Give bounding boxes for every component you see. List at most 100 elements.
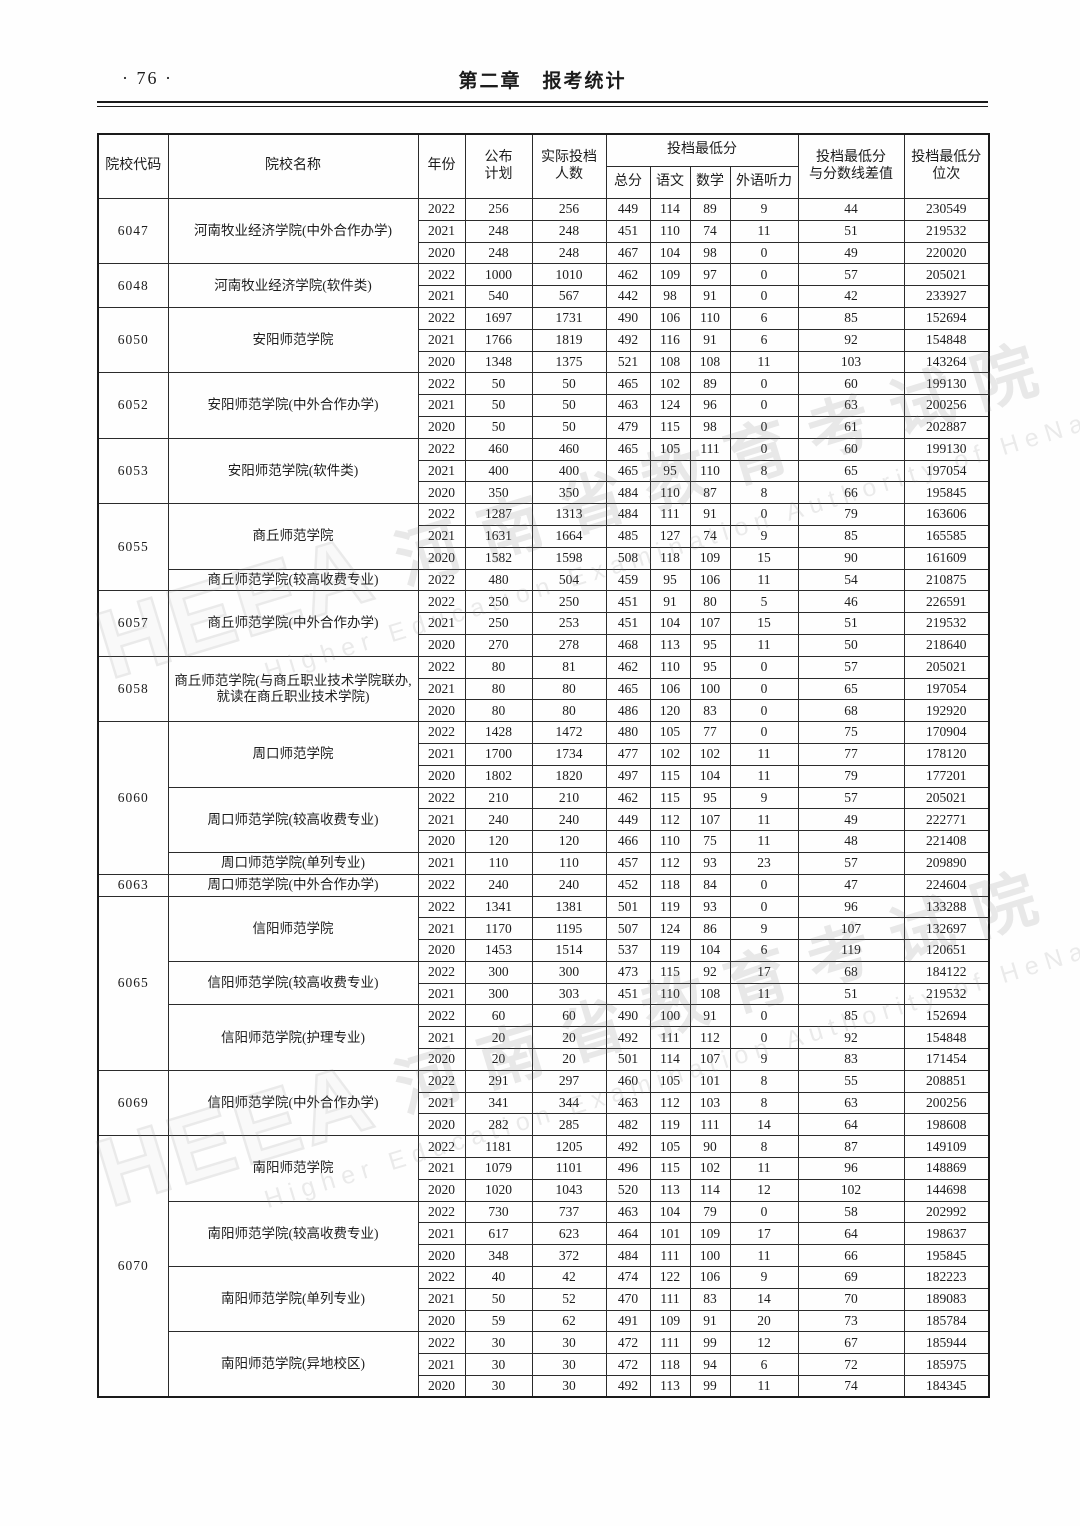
- cell-chinese: 113: [649, 1178, 691, 1202]
- cell-diff: 70: [797, 1287, 905, 1311]
- cell-college-name: 信阳师范学院: [167, 895, 419, 962]
- cell-actual: 120: [531, 830, 607, 853]
- cell-actual: 1205: [531, 1135, 607, 1159]
- table-row: 信阳师范学院(护理专业) 2022 60 60 490 100 91 0 85 152694: [98, 1004, 990, 1071]
- cell-rank: 154848: [903, 1026, 990, 1050]
- cell-diff: 87: [797, 1135, 905, 1159]
- cell-actual: 210: [531, 786, 607, 810]
- table-body: 6047 河南牧业经济学院(中外合作办学) 2022 256 256 449 114 89 9 4…: [97, 197, 990, 1398]
- cell-college-code: 6058: [97, 655, 169, 723]
- cell-total-score: 463: [605, 1091, 651, 1115]
- cell-diff: 65: [797, 459, 905, 483]
- cell-year: 2020: [417, 1375, 466, 1398]
- admission-stats-table: 院校代码 院校名称 年份 公布 计划 实际投档 人数 投档最低分 投档最低分 与…: [97, 133, 990, 1399]
- cell-plan: 60: [464, 1004, 533, 1028]
- cell-rank: 202992: [903, 1200, 990, 1224]
- cell-plan: 59: [464, 1309, 533, 1333]
- cell-listening: 0: [729, 415, 799, 439]
- cell-actual: 60: [531, 1004, 607, 1028]
- cell-diff: 51: [797, 982, 905, 1006]
- cell-rank: 233927: [903, 285, 990, 308]
- cell-diff: 58: [797, 1200, 905, 1224]
- cell-rank: 209890: [903, 851, 990, 875]
- cell-plan: 1000: [464, 263, 533, 287]
- cell-total-score: 537: [605, 939, 651, 962]
- cell-year: 2020: [417, 939, 466, 962]
- cell-math: 77: [689, 721, 731, 744]
- cell-plan: 480: [464, 568, 533, 592]
- cell-diff: 68: [797, 699, 905, 723]
- cell-math: 92: [689, 960, 731, 984]
- cell-listening: 15: [729, 546, 799, 570]
- cell-diff: 103: [797, 350, 905, 374]
- cell-rank: 161609: [903, 546, 990, 570]
- cell-rank: 163606: [903, 503, 990, 526]
- table-row: 6063 周口师范学院(中外合作办学) 2022 240 240 452 118 84 0 47 2…: [97, 873, 990, 897]
- cell-college-name: 信阳师范学院(中外合作办学): [167, 1069, 419, 1137]
- cell-listening: 11: [729, 830, 799, 853]
- cell-plan: 730: [464, 1200, 533, 1224]
- cell-math: 95: [689, 655, 731, 679]
- cell-plan: 460: [464, 437, 533, 461]
- cell-plan: 341: [464, 1091, 533, 1115]
- table-row: 2021 300 303 451 110 108 11 51 219532: [98, 982, 990, 1006]
- cell-listening: 0: [729, 437, 799, 461]
- cell-diff: 66: [797, 481, 905, 505]
- cell-year: 2020: [417, 1309, 466, 1333]
- cell-chinese: 115: [649, 1157, 691, 1180]
- cell-year: 2022: [417, 1266, 466, 1289]
- cell-listening: 9: [729, 917, 799, 941]
- cell-college-name: 南阳师范学院(较高收费专业): [167, 1200, 419, 1268]
- table-row: 2020 350 350 484 110 87 8 66 195845: [98, 481, 990, 505]
- table-row: 6070 南阳师范学院 2022 1181 1205 492 105 90 8 87 149109: [97, 1135, 990, 1398]
- cell-math: 109: [689, 546, 731, 570]
- cell-chinese: 119: [649, 939, 691, 962]
- cell-rank: 195845: [903, 1244, 990, 1268]
- cell-plan: 1181: [464, 1135, 533, 1159]
- cell-chinese: 110: [649, 982, 691, 1006]
- cell-plan: 50: [464, 372, 533, 396]
- cell-rank: 132697: [903, 917, 990, 941]
- cell-math: 100: [689, 677, 731, 701]
- cell-rank: 143264: [903, 350, 990, 374]
- cell-actual: 400: [531, 459, 607, 483]
- cell-chinese: 115: [649, 786, 691, 810]
- cell-listening: 8: [729, 1069, 799, 1093]
- cell-year: 2020: [417, 546, 466, 570]
- cell-plan: 248: [464, 241, 533, 265]
- cell-year: 2021: [417, 1157, 466, 1180]
- cell-math: 80: [689, 590, 731, 614]
- cell-year: 2021: [417, 328, 466, 352]
- cell-plan: 348: [464, 1244, 533, 1268]
- table-row: 6058 商丘师范学院(与商丘职业技术学院联办,就读在商丘职业技术学院) 2022 8…: [97, 655, 990, 723]
- cell-chinese: 109: [649, 1309, 691, 1333]
- cell-chinese: 105: [649, 437, 691, 461]
- table-row: 2021 20 20 492 111 112 0 92 154848: [98, 1026, 990, 1050]
- table-row: 2021 248 248 451 110 74 11 51 219532: [98, 219, 990, 243]
- cell-diff: 90: [797, 546, 905, 570]
- table-row: 周口师范学院(较高收费专业) 2022 210 210 462 115 95 9 57 20502…: [98, 786, 990, 853]
- cell-year: 2021: [417, 1222, 466, 1246]
- cell-chinese: 95: [649, 568, 691, 592]
- cell-year: 2022: [417, 263, 466, 287]
- cell-year: 2021: [417, 917, 466, 941]
- cell-college-name: 信阳师范学院(护理专业): [167, 1004, 419, 1071]
- cell-college-name: 商丘师范学院(与商丘职业技术学院联办,就读在商丘职业技术学院): [167, 655, 419, 723]
- table-row: 2021 617 623 464 101 109 17 64 198637: [98, 1222, 990, 1246]
- cell-plan: 291: [464, 1069, 533, 1093]
- cell-plan: 248: [464, 219, 533, 243]
- table-row: 2020 1348 1375 521 108 108 11 103 143264: [98, 350, 990, 374]
- cell-listening: 9: [729, 524, 799, 548]
- cell-plan: 110: [464, 851, 533, 875]
- cell-math: 110: [689, 459, 731, 483]
- cell-college-code: 6057: [97, 590, 169, 657]
- header-math: 数学: [689, 166, 731, 199]
- cell-total-score: 470: [605, 1287, 651, 1311]
- cell-total-score: 462: [605, 263, 651, 287]
- cell-plan: 20: [464, 1026, 533, 1050]
- cell-total-score: 473: [605, 960, 651, 984]
- cell-rank: 120651: [903, 939, 990, 962]
- cell-diff: 49: [797, 808, 905, 832]
- cell-math: 107: [689, 1048, 731, 1071]
- cell-math: 86: [689, 917, 731, 941]
